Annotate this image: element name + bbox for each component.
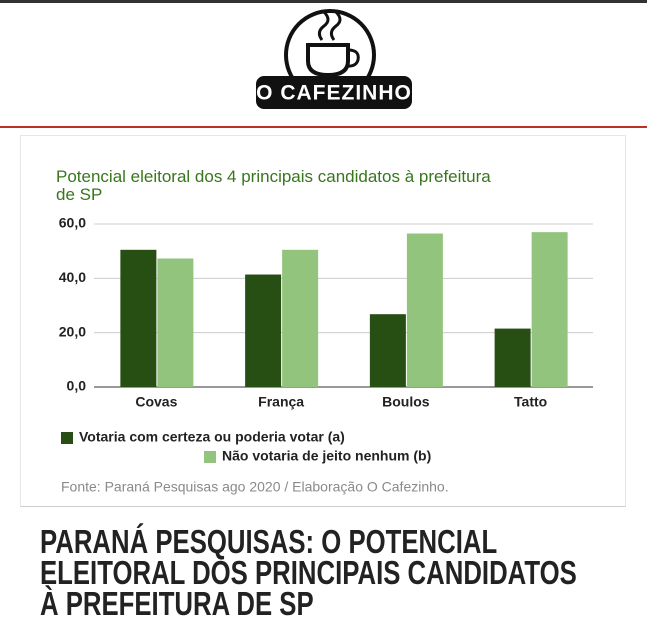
bar: [120, 249, 157, 387]
logo[interactable]: O CAFEZINHO: [0, 0, 647, 125]
x-tick-label: Tatto: [514, 394, 547, 410]
y-tick-label: 60,0: [59, 215, 86, 231]
chart: Potencial eleitoral dos 4 principais can…: [56, 167, 593, 495]
legend-label: Não votaria de jeito nenhum (b): [222, 448, 431, 464]
x-tick-label: Boulos: [382, 394, 430, 410]
legend-swatch: [61, 432, 73, 444]
y-tick-label: 0,0: [67, 378, 87, 394]
source: Fonte: Paraná Pesquisas ago 2020 / Elabo…: [61, 479, 449, 495]
chart-card: Potencial eleitoral dos 4 principais can…: [20, 135, 626, 507]
bar: [369, 314, 406, 387]
bar: [157, 258, 194, 387]
y-tick-label: 20,0: [59, 323, 86, 339]
bar: [406, 233, 443, 387]
top-bar: [0, 0, 647, 3]
bar: [494, 328, 531, 387]
legend-label: Votaria com certeza ou poderia votar (a): [79, 429, 345, 445]
bar: [282, 249, 319, 387]
headline[interactable]: PARANÁ PESQUISAS: O POTENCIAL ELEITORAL …: [40, 523, 577, 622]
x-tick-label: França: [258, 394, 304, 410]
legend-swatch: [204, 451, 216, 463]
x-tick-label: Covas: [135, 394, 177, 410]
logo-text: O CAFEZINHO: [256, 82, 412, 105]
y-tick-label: 40,0: [59, 269, 86, 285]
bar: [531, 232, 568, 387]
bar: [245, 274, 282, 387]
divider: [0, 126, 647, 128]
chart-title: Potencial eleitoral dos 4 principais can…: [56, 167, 491, 204]
